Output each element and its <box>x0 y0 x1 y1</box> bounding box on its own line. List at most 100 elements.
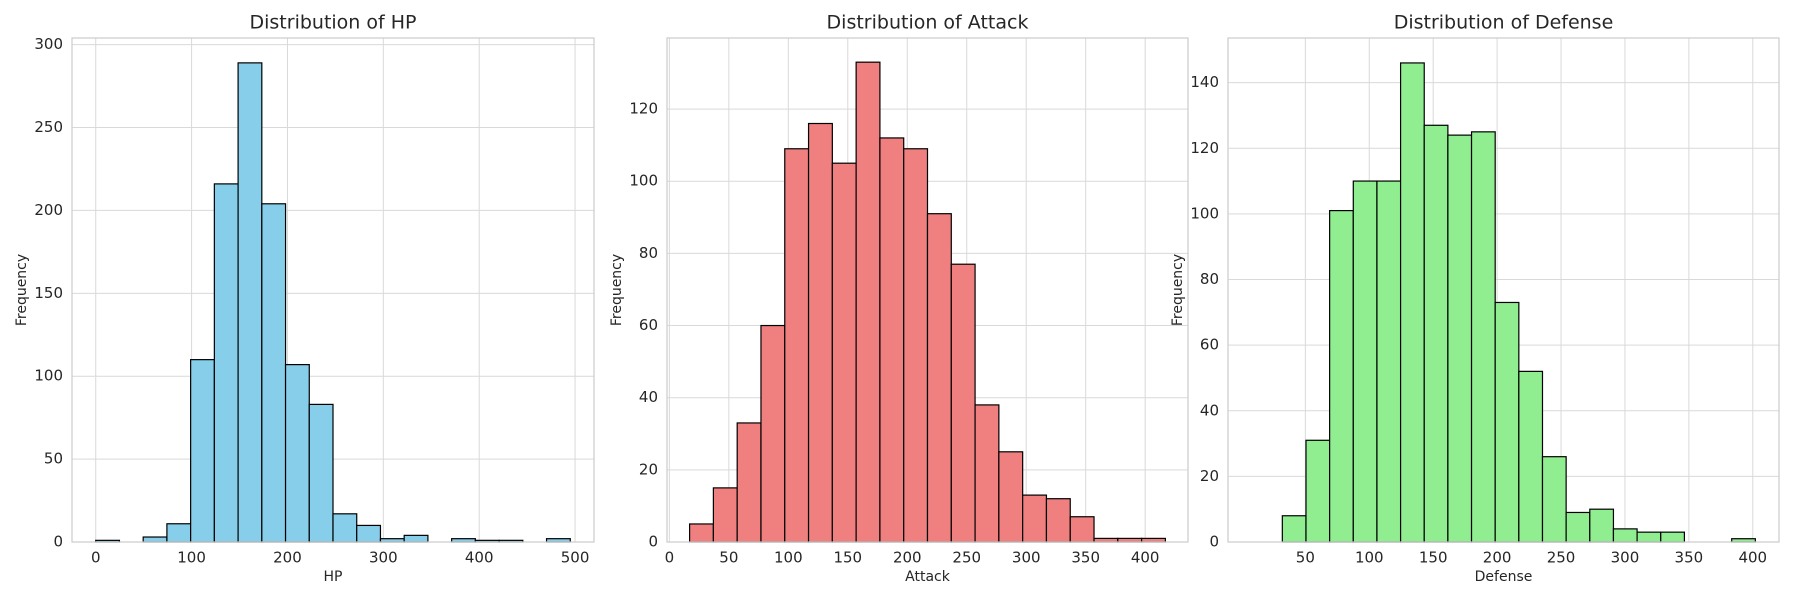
bar <box>1518 370 1544 543</box>
bar <box>261 203 287 543</box>
y-tick-label: 100 <box>629 172 658 190</box>
bar <box>213 183 239 543</box>
bar <box>166 523 192 543</box>
y-tick-label: 60 <box>639 316 658 334</box>
y-tick-label: 100 <box>34 367 63 385</box>
bar <box>1541 456 1567 543</box>
bar <box>1329 209 1354 543</box>
x-tick-label: 150 <box>833 549 862 567</box>
bar <box>831 162 857 543</box>
x-tick-label: 350 <box>1071 549 1100 567</box>
bar <box>879 137 905 543</box>
bar <box>190 359 215 543</box>
y-tick-label: 200 <box>34 201 63 219</box>
y-tick-label: 0 <box>53 533 63 551</box>
chart-title: Distribution of Defense <box>1394 12 1614 34</box>
bar <box>760 324 786 543</box>
y-axis-label: Frequency <box>14 254 30 326</box>
plot-frame <box>71 37 595 543</box>
y-tick-label: 40 <box>1200 401 1219 419</box>
y-tick-label: 20 <box>1200 467 1219 485</box>
bar <box>903 148 929 543</box>
chart-title: Distribution of Attack <box>827 12 1029 34</box>
bar <box>1447 134 1473 543</box>
y-axis-label: Frequency <box>1170 254 1186 326</box>
x-tick-label: 100 <box>1355 549 1384 567</box>
bar <box>1069 516 1095 543</box>
bar <box>1281 515 1307 543</box>
bar <box>926 213 952 543</box>
bar <box>1045 498 1071 543</box>
x-tick-label: 300 <box>1012 549 1041 567</box>
x-tick-label: 200 <box>893 549 922 567</box>
x-tick-label: 50 <box>1296 549 1315 567</box>
bar <box>689 523 714 543</box>
x-tick-label: 400 <box>465 549 494 567</box>
y-tick-label: 20 <box>639 460 658 478</box>
y-tick-label: 80 <box>639 244 658 262</box>
x-tick-label: 100 <box>774 549 803 567</box>
bar <box>1494 301 1520 543</box>
x-tick-label: 0 <box>91 549 101 567</box>
bar <box>308 403 334 543</box>
y-tick-label: 120 <box>1190 139 1219 157</box>
y-tick-label: 150 <box>34 284 63 302</box>
x-tick-label: 250 <box>952 549 981 567</box>
x-tick-label: 150 <box>1419 549 1448 567</box>
bar <box>332 513 358 543</box>
bar <box>356 524 382 543</box>
x-tick-label: 300 <box>369 549 398 567</box>
bar <box>1399 62 1425 543</box>
bar <box>855 61 881 543</box>
bar <box>1636 531 1662 543</box>
y-tick-label: 100 <box>1190 204 1219 222</box>
x-tick-label: 400 <box>1131 549 1160 567</box>
y-tick-label: 0 <box>648 533 658 551</box>
bar <box>1352 180 1378 543</box>
y-tick-label: 50 <box>44 450 63 468</box>
y-tick-label: 140 <box>1190 73 1219 91</box>
bar <box>1376 180 1402 543</box>
plot-frame <box>666 37 1189 543</box>
bar <box>712 487 738 543</box>
x-tick-label: 200 <box>1483 549 1512 567</box>
bar <box>807 122 833 543</box>
bar <box>284 364 310 543</box>
x-tick-label: 500 <box>561 549 590 567</box>
bar <box>950 263 976 543</box>
y-tick-label: 300 <box>34 35 63 53</box>
bar <box>1589 508 1615 543</box>
y-tick-label: 80 <box>1200 270 1219 288</box>
bar <box>1423 124 1449 543</box>
bar <box>784 148 810 543</box>
x-tick-label: 200 <box>273 549 302 567</box>
plot-frame <box>1227 37 1780 543</box>
bar <box>1565 511 1591 543</box>
bar <box>974 404 1000 543</box>
x-tick-label: 300 <box>1611 549 1640 567</box>
y-tick-label: 40 <box>639 388 658 406</box>
bar <box>736 422 762 543</box>
bar <box>1660 531 1685 543</box>
x-tick-label: 0 <box>665 549 675 567</box>
bar <box>1305 439 1331 543</box>
x-tick-label: 400 <box>1738 549 1767 567</box>
y-tick-label: 250 <box>34 118 63 136</box>
y-tick-label: 0 <box>1209 533 1219 551</box>
x-tick-label: 250 <box>1547 549 1576 567</box>
x-axis-label: Attack <box>905 569 951 585</box>
bar <box>403 534 429 543</box>
chart-title: Distribution of HP <box>250 12 417 34</box>
bar <box>998 451 1024 543</box>
bar <box>1612 528 1638 543</box>
y-tick-label: 120 <box>629 100 658 118</box>
y-tick-label: 60 <box>1200 336 1219 354</box>
x-tick-label: 50 <box>719 549 738 567</box>
x-axis-label: Defense <box>1475 569 1533 585</box>
x-tick-label: 100 <box>177 549 206 567</box>
bar <box>142 536 168 543</box>
bar <box>1470 131 1496 543</box>
bar <box>1022 494 1048 543</box>
bar <box>237 62 263 543</box>
